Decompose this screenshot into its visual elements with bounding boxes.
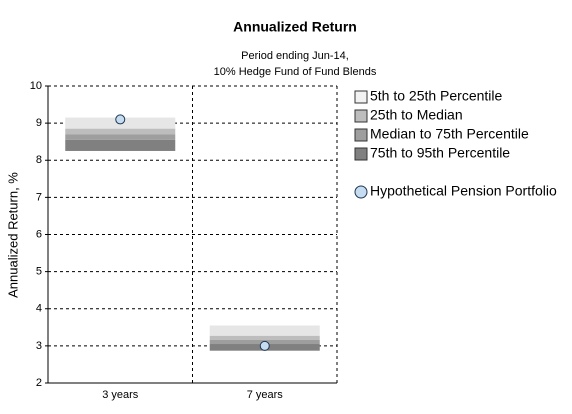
legend-swatch: [354, 109, 368, 123]
subtitle: Period ending Jun-14,: [241, 50, 349, 62]
y-tick-label: 2: [36, 377, 42, 389]
y-tick-label: 7: [36, 191, 42, 203]
range-bar: [65, 134, 176, 140]
y-tick-label: 9: [36, 117, 42, 129]
x-tick-label: 7 years: [247, 389, 284, 401]
y-axis-label: Annualized Return, %: [5, 172, 20, 298]
y-tick-label: 8: [36, 154, 42, 166]
y-tick-label: 4: [36, 303, 42, 315]
y-tick-label: 10: [30, 80, 42, 92]
range-bar: [65, 128, 176, 135]
legend-label: Median to 75th Percentile: [370, 126, 529, 142]
portfolio-point: [115, 114, 126, 125]
range-bar: [209, 335, 320, 340]
legend-label: 5th to 25th Percentile: [370, 88, 503, 104]
legend-swatch: [354, 90, 368, 104]
subtitle: 10% Hedge Fund of Fund Blends: [214, 66, 377, 78]
chart-title: Annualized Return: [233, 19, 357, 35]
range-bar: [65, 139, 176, 151]
y-tick-label: 6: [36, 228, 42, 240]
legend-swatch: [354, 147, 368, 161]
legend-label: Hypothetical Pension Portfolio: [370, 183, 557, 199]
y-tick-label: 3: [36, 340, 42, 352]
range-bar: [209, 325, 320, 336]
legend-label: 75th to 95th Percentile: [370, 145, 510, 161]
x-tick-label: 3 years: [102, 389, 139, 401]
legend-label: 25th to Median: [370, 107, 463, 123]
portfolio-point: [259, 340, 270, 351]
y-tick-label: 5: [36, 266, 42, 278]
legend-swatch: [354, 128, 368, 142]
legend-marker: [354, 185, 368, 199]
